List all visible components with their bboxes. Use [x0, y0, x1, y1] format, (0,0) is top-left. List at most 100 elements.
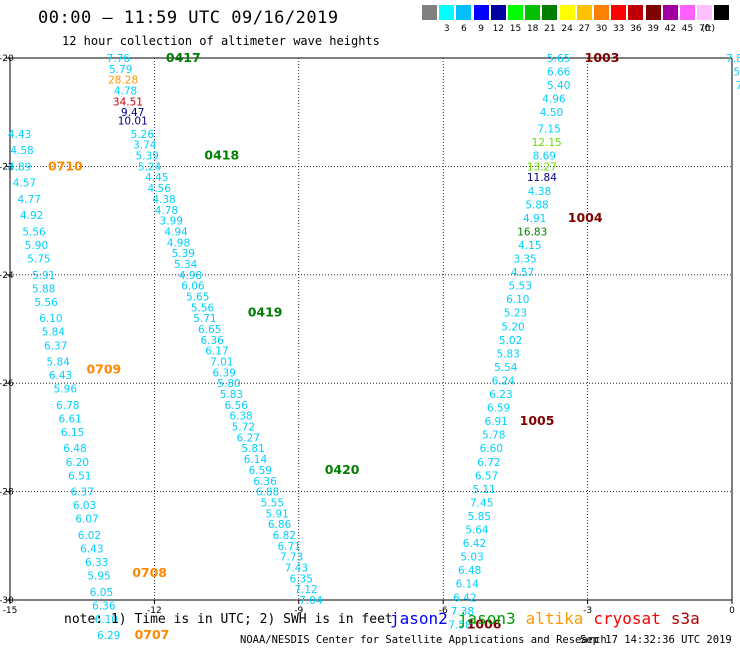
swh-value: 6.42 [453, 592, 476, 604]
swh-value: 6.07 [75, 514, 98, 526]
swh-value: 4.56 [148, 183, 172, 195]
swh-value: 16.83 [517, 226, 547, 238]
legend-swatch [645, 5, 661, 20]
tick-label-lat: -30 [0, 596, 14, 606]
swh-value: 5.83 [220, 389, 243, 401]
legend-label: 45 [681, 24, 694, 34]
swh-value: 5.64 [465, 525, 489, 537]
swh-value: 3.99 [160, 216, 183, 228]
swh-value: 6.42 [463, 538, 486, 550]
swh-value: 6.65 [198, 324, 221, 336]
legend-label: 30 [595, 24, 608, 34]
swh-value: 6.27 [237, 432, 260, 444]
swh-value: 6.17 [205, 346, 228, 358]
swh-value: 6.91 [484, 416, 507, 428]
swh-value: 6.39 [212, 367, 235, 379]
swh-value: 4.94 [164, 226, 188, 238]
swh-value: 4.78 [155, 205, 178, 217]
legend-swatch [473, 5, 489, 20]
tick-label-lat: -26 [0, 379, 14, 389]
swh-value: 5.71 [193, 313, 216, 325]
swh-value: 7.15 [537, 123, 560, 135]
legend-swatch [662, 5, 678, 20]
time-label: 0709 [86, 362, 121, 377]
swh-value: 5.03 [460, 552, 483, 564]
time-label: 1003 [585, 50, 620, 65]
legend-label: 36 [630, 24, 642, 34]
swh-value: 7.8 [726, 53, 740, 65]
swh-value: 5.56 [191, 302, 215, 314]
swh-value: 5.40 [547, 80, 570, 92]
swh-value: 3.35 [513, 254, 536, 266]
legend-swatch [697, 5, 713, 20]
swh-value: 6.43 [80, 544, 103, 556]
swh-value: 5.75 [27, 254, 50, 266]
swh-value: 6.56 [225, 400, 249, 412]
legend-label: 33 [612, 24, 625, 34]
swh-value: 5.65 [186, 291, 209, 303]
swh-value: 4.38 [528, 186, 551, 198]
swh-value: 6.66 [547, 67, 571, 79]
swh-value: 7.01 [210, 357, 233, 369]
swh-value: 5.85 [468, 511, 491, 523]
time-label: 1005 [520, 413, 555, 428]
swh-value: 6.23 [489, 389, 512, 401]
swh-value: 5.88 [525, 199, 548, 211]
legend-swatch [628, 5, 644, 20]
swh-value: 4.96 [542, 94, 566, 106]
legend-swatch [422, 5, 437, 20]
track-0707: 4.43 4.58 4.89 4.57 4.77 4.92 5.56 5.90 5.75 5.91… [8, 129, 120, 642]
swh-value: 5.90 [25, 240, 48, 252]
legend-swatch [439, 5, 455, 20]
swh-value: 6.10 [506, 294, 529, 306]
swh-value: 5.84 [46, 357, 70, 369]
satellite-altika: altika [525, 609, 584, 628]
swh-value: 4.57 [13, 178, 36, 190]
swh-value: 5.56 [22, 226, 46, 238]
swh-value: 4.77 [18, 194, 41, 206]
credit-text: NOAA/NESDIS Center for Satellite Applica… [240, 634, 607, 646]
swh-value: 5.81 [241, 443, 264, 455]
legend-swatch [714, 5, 730, 20]
swh-value: 6.57 [475, 470, 498, 482]
swh-value: 6.29 [97, 630, 120, 642]
tick-label-lon: -6 [439, 606, 448, 616]
time-label: 1006 [467, 616, 502, 631]
swh-value: 6.48 [63, 443, 86, 455]
map-title: 00:00 – 11:59 UTC 09/16/2019 [38, 8, 339, 28]
legend-swatch [525, 5, 541, 20]
swh-value: 11.84 [527, 172, 557, 184]
legend-label: 42 [664, 24, 677, 34]
legend-swatch [456, 5, 472, 20]
swh-value: 6.14 [456, 579, 480, 591]
swh-value: 5 [733, 67, 740, 79]
swh-value: 5.23 [504, 308, 527, 320]
time-labels: 0417 0418 0419 0420 0710 0709 0708 0707 1003 1004… [48, 50, 619, 642]
time-label: 0710 [48, 158, 83, 173]
swh-value: 4.38 [152, 194, 175, 206]
map-subtitle: 12 hour collection of altimeter wave hei… [62, 34, 380, 48]
swh-value: 5.24 [138, 161, 162, 173]
legend-swatch [576, 5, 592, 20]
swh-value: 6.36 [200, 335, 224, 347]
swh-value: 4.58 [10, 145, 33, 157]
swh-value: 7.12 [294, 584, 317, 596]
legend-label: 3 [443, 24, 450, 34]
satellite-tracks: 7.765.7928.284.7834.519.4710.015.263.745… [8, 53, 740, 642]
swh-value: 6.35 [290, 573, 313, 585]
time-label: 0419 [248, 305, 283, 320]
swh-value: 6.20 [66, 457, 89, 469]
swh-value: 6.15 [61, 427, 84, 439]
swh-value: 6.37 [44, 340, 67, 352]
swh-value: 7.43 [285, 562, 308, 574]
swh-value: 6.03 [73, 500, 96, 512]
tick-label-lon: 0 [729, 606, 735, 616]
swh-value: 6.72 [477, 457, 500, 469]
swh-value: 5.39 [135, 151, 158, 163]
swh-value: 7.58 [448, 619, 471, 631]
swh-value: 5.91 [265, 508, 288, 520]
swh-value: 5.72 [232, 422, 255, 434]
legend-swatch [542, 5, 558, 20]
swh-value: 4.50 [540, 107, 563, 119]
